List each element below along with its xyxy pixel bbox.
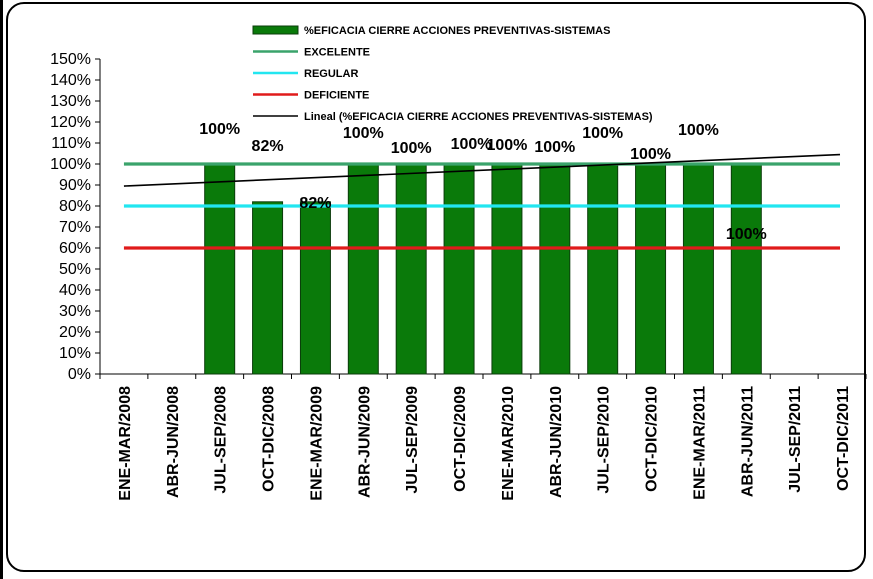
y-tick-label: 50%	[59, 261, 91, 278]
y-tick-label: 60%	[59, 240, 91, 257]
bar	[539, 163, 571, 375]
y-tick-label: 30%	[59, 303, 91, 320]
bars	[204, 163, 762, 375]
data-label: 100%	[451, 136, 492, 153]
y-tick-label: 140%	[50, 72, 91, 89]
category-label: ENE-MAR/2008	[117, 386, 134, 501]
bar	[204, 163, 236, 375]
bar	[252, 201, 284, 375]
y-tick-label: 10%	[59, 345, 91, 362]
data-label: 100%	[486, 137, 527, 154]
data-label: 100%	[199, 121, 240, 138]
bar	[682, 163, 714, 375]
category-label: ABR-JUN/2011	[739, 386, 756, 497]
legend-label: %EFICACIA CIERRE ACCIONES PREVENTIVAS-SI…	[304, 25, 610, 37]
data-label: 100%	[726, 226, 767, 243]
category-label: OCT-DIC/2009	[452, 386, 469, 492]
axes: 0% 10% 20% 30% 40% 50% 60% 70% 80% 90% 100% 110% 120…	[50, 51, 867, 383]
legend-label: DEFICIENTE	[304, 90, 369, 102]
category-label: OCT-DIC/2011	[835, 386, 852, 491]
data-label: 100%	[678, 122, 719, 139]
category-label: ENE-MAR/2010	[500, 386, 517, 501]
category-label: ABR-JUN/2008	[165, 386, 182, 498]
category-label: ABR-JUN/2010	[548, 386, 565, 498]
legend-label: REGULAR	[304, 68, 358, 80]
data-label: 100%	[534, 139, 575, 156]
legend-label: EXCELENTE	[304, 47, 370, 59]
data-labels: 100%82%82%100%100% 100%100% 100%100%100%10…	[199, 121, 767, 243]
y-tick-label: 120%	[50, 114, 91, 131]
category-label: JUL-SEP/2010	[596, 386, 613, 494]
bar	[730, 163, 762, 375]
category-label: OCT-DIC/2010	[644, 386, 661, 492]
y-tick-label: 150%	[50, 51, 91, 68]
category-label: OCT-DIC/2008	[261, 386, 278, 492]
bar	[395, 163, 427, 375]
category-label: ABR-JUN/2009	[356, 386, 373, 498]
y-tick-label: 110%	[51, 135, 91, 152]
bar	[299, 201, 331, 375]
data-label: 100%	[343, 125, 384, 142]
y-tick-label: 100%	[50, 156, 91, 173]
chart-frame	[6, 2, 866, 572]
category-label: JUL-SEP/2008	[213, 386, 230, 494]
category-label: JUL-SEP/2011	[787, 386, 804, 493]
left-border	[0, 0, 3, 579]
y-tick-label: 20%	[59, 324, 91, 341]
category-label: JUL-SEP/2009	[404, 386, 421, 494]
y-tick-label: 80%	[59, 198, 91, 215]
category-labels: ENE-MAR/2008 ABR-JUN/2008 JUL-SEP/2008 OCT-…	[117, 386, 852, 501]
reference-lines	[123, 153, 841, 250]
bar	[491, 163, 523, 375]
data-label: 100%	[630, 146, 671, 163]
legend: %EFICACIA CIERRE ACCIONES PREVENTIVAS-SI…	[252, 25, 653, 123]
y-tick-label: 70%	[59, 219, 91, 236]
y-tick-label: 90%	[59, 177, 91, 194]
category-label: ENE-MAR/2009	[308, 386, 325, 501]
y-tick-label: 40%	[59, 282, 91, 299]
y-tick-label: 130%	[50, 93, 91, 110]
y-tick-label: 0%	[68, 366, 91, 383]
bar	[635, 163, 667, 375]
legend-label: Lineal (%EFICACIA CIERRE ACCIONES PREVEN…	[304, 111, 653, 123]
bar	[587, 163, 619, 375]
data-label: 82%	[299, 195, 331, 212]
data-label: 82%	[252, 138, 284, 155]
data-label: 100%	[391, 140, 432, 157]
series-line	[123, 153, 841, 187]
legend-swatch	[252, 25, 299, 35]
bar	[443, 163, 475, 375]
category-label: ENE-MAR/2011	[691, 386, 708, 500]
bar	[347, 163, 379, 375]
data-label: 100%	[582, 125, 623, 142]
